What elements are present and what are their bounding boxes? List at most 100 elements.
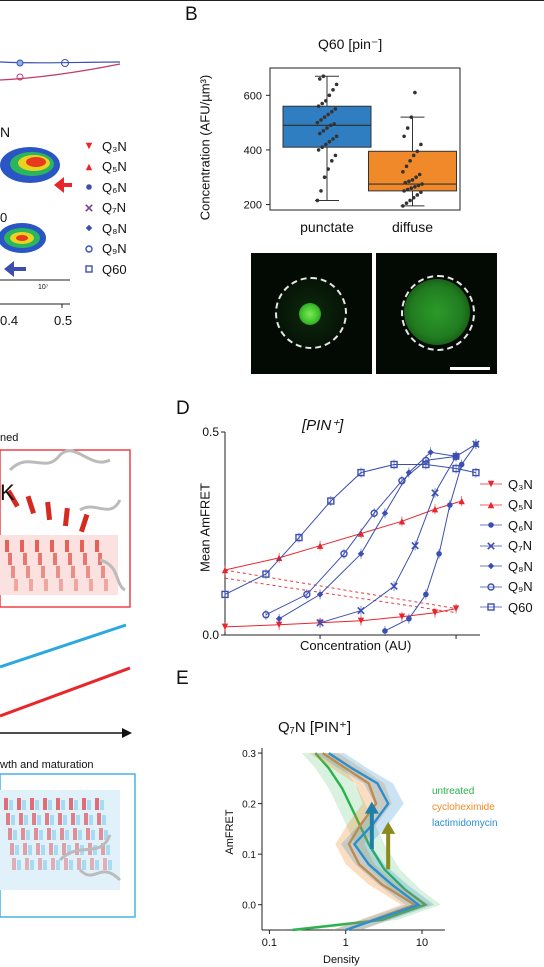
fibril-rod [108,860,112,870]
fibril-rod [35,540,39,552]
fibril-rod [106,845,110,855]
legend-marker [85,245,93,253]
legend-item: Q₅N [80,157,170,178]
data-point [327,497,335,505]
data-point [322,175,327,180]
data-point [316,104,321,109]
legend-item: Q₇N [80,198,170,219]
legend-marker [85,225,93,232]
legend-cycloheximide: cycloheximide [432,802,495,813]
panel-c-label-top: ned [0,432,19,444]
data-point [221,590,229,599]
fibril-rod [86,566,90,578]
fibril-rod [24,815,28,825]
legend-item: Q₆N [478,515,544,536]
data-point [262,570,270,578]
data-point [357,606,365,615]
legend-marker-shape [85,143,93,150]
series-4 [275,447,460,624]
data-point [407,179,411,184]
fibril-rod [45,813,49,825]
legend-marker-shape [85,163,93,170]
fibril-rod [74,800,78,810]
legend-marker-shape [488,522,494,529]
y-tick-label: 0.3 [242,749,256,760]
legend-label: Q₈N [508,558,533,574]
fibril-rod [71,566,75,578]
legend-marker-shape [85,245,93,253]
fibril-rod [32,813,36,825]
legend-marker [480,541,502,550]
data-point [330,109,334,114]
fibril-rod [79,513,90,533]
data-point [402,134,406,139]
data-point [333,107,338,111]
fibril-rod [43,860,47,870]
fibril-rod [29,579,33,591]
density-plot-upper [0,140,60,190]
data-point [410,178,415,182]
fibril-rod [34,828,38,840]
series-line [384,443,477,632]
data-point [320,145,324,149]
legend-marker-shape [85,203,93,212]
line-cyan [0,623,127,669]
x-tick-label: 10 [416,937,428,949]
micrograph-diffuse [376,253,497,374]
legend-label: Q60 [508,599,533,615]
fibril-rod [89,815,93,825]
fibril-rod [63,815,67,825]
legend-marker-shape [487,563,495,570]
data-point [318,77,322,81]
legend-label: Q60 [102,261,127,277]
legend-marker-shape [487,541,495,550]
fibril-rod [28,845,32,855]
panel-a-legend: Q₃N Q₅N Q₆N Q₇N Q₈N Q₉N Q60 [80,136,170,280]
legend-label: Q₉N [102,241,127,257]
legend-item: Q₃N [80,136,170,157]
legend-item: Q₅N [478,495,544,516]
y-tick-label: 400 [244,145,262,157]
data-point [328,123,333,128]
category-label: diffuse [392,219,433,235]
legend-marker-shape [85,265,93,273]
fibril-rod [97,813,101,825]
data-point [275,615,283,622]
fibril-rod [39,830,43,840]
data-point [452,605,460,612]
legend-item: Q60 [478,597,544,618]
data-point [472,440,480,448]
fibril-rod [23,843,27,855]
panel-e-letter: E [176,668,189,689]
micrograph-punctate [251,253,372,374]
fibril-rod [82,798,86,810]
top-border [0,0,544,1]
panel-a-small-tick: 10⁷ [38,284,49,291]
density-line [328,752,422,932]
data-point [431,489,439,497]
fibril-rod [84,813,88,825]
fibril-rod [58,813,62,825]
arrow-head [364,801,379,814]
fibril-rod [104,579,108,591]
data-point [398,477,406,485]
data-point [419,190,423,195]
fibril-rod [25,858,29,870]
data-point [405,126,410,130]
fibril-rod [41,566,45,578]
data-point [408,198,412,203]
y-tick-label: 200 [244,200,262,212]
density-line [322,752,418,932]
fibril-rod [86,828,90,840]
fibril-rod [11,815,15,825]
fibril-rod [50,540,54,552]
fibril-rod [71,813,75,825]
data-point [325,126,329,130]
data-point [403,180,408,185]
panel-e-title: Q₇N [PIN⁺] [278,719,352,736]
data-point [423,591,429,598]
legend-marker [85,265,93,273]
legend-marker [86,184,92,191]
panel-b-ylabel: Concentration (AFU/µm³) [197,74,213,221]
fibril-rod [76,815,80,825]
